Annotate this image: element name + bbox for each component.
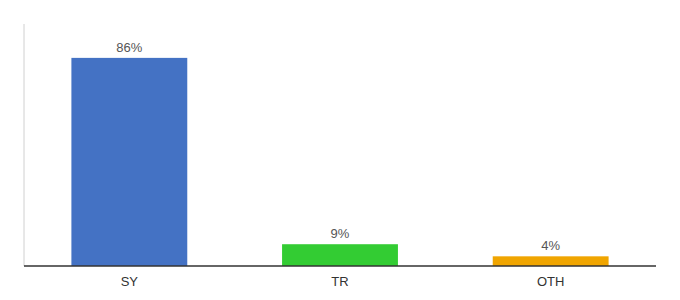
x-tick-label: TR: [331, 274, 348, 289]
x-tick-label: OTH: [537, 274, 564, 289]
bar: [71, 58, 187, 266]
bar: [282, 244, 398, 266]
data-label: 9%: [331, 226, 350, 241]
y-range-line: [24, 24, 25, 266]
data-label: 4%: [541, 238, 560, 253]
data-label: 86%: [116, 40, 142, 55]
x-tick-label: SY: [121, 274, 139, 289]
chart-svg: SY TR OTH 86% 9% 4%: [0, 0, 680, 300]
bars: [71, 58, 608, 266]
x-axis-line: [24, 265, 656, 267]
chart-container: SY TR OTH 86% 9% 4%: [0, 0, 680, 300]
bar: [493, 256, 609, 266]
